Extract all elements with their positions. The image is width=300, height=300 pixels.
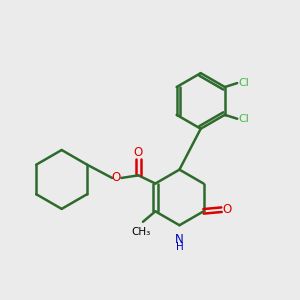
Text: H: H: [176, 242, 183, 252]
Text: O: O: [223, 203, 232, 216]
Text: O: O: [112, 172, 121, 184]
Text: O: O: [134, 146, 143, 159]
Text: Cl: Cl: [239, 78, 250, 88]
Text: CH₃: CH₃: [132, 227, 151, 237]
Text: Cl: Cl: [239, 114, 250, 124]
Text: N: N: [175, 233, 184, 246]
